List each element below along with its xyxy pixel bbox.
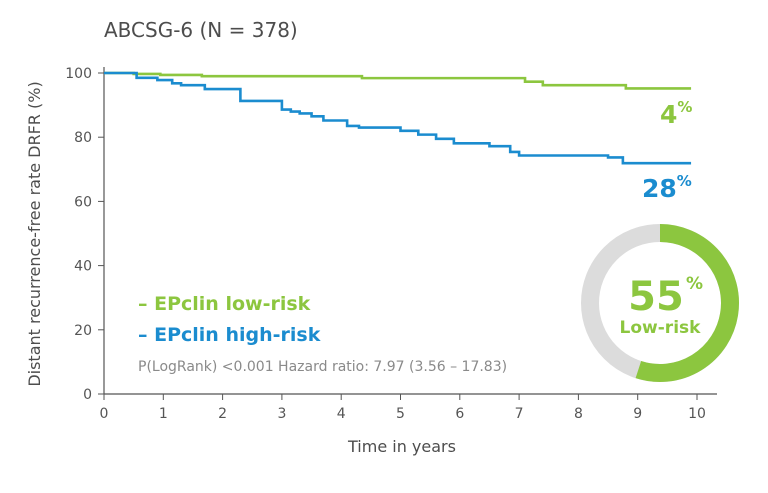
donut-label: Low-risk: [620, 318, 702, 338]
legend-item-low-risk: – EPclin low-risk: [138, 293, 311, 315]
x-tick-label: 1: [159, 406, 168, 422]
legend-item-high-risk: – EPclin high-risk: [138, 324, 321, 346]
x-tick-label: 3: [277, 406, 286, 422]
x-tick-label: 7: [515, 406, 524, 422]
y-tick-label: 100: [65, 66, 92, 82]
series-lines: [104, 71, 692, 165]
donut-value: 55: [628, 274, 684, 320]
y-tick-label: 80: [74, 130, 92, 146]
series-line-high-risk: [104, 71, 692, 165]
stats-annotation: P(LogRank) <0.001 Hazard ratio: 7.97 (3.…: [138, 359, 507, 375]
x-tick-label: 9: [633, 406, 642, 422]
legend: – EPclin low-risk – EPclin high-risk: [138, 293, 321, 346]
end-label-high-risk: 28%: [642, 172, 692, 203]
y-axis-label: Distant recurrence-free rate DRFR (%): [25, 81, 44, 386]
x-tick-label: 5: [396, 406, 405, 422]
x-tick-label: 2: [218, 406, 227, 422]
y-tick-label: 40: [74, 259, 92, 275]
donut-fill-arc: [635, 224, 739, 382]
x-tick-label: 10: [688, 406, 706, 422]
x-tick-label: 0: [100, 406, 109, 422]
x-tick-label: 8: [574, 406, 583, 422]
end-labels: 4% 28%: [642, 98, 692, 203]
x-tick-label: 4: [337, 406, 346, 422]
series-line-low-risk: [104, 71, 692, 90]
donut-unit: %: [686, 274, 703, 294]
y-tick-label: 20: [74, 323, 92, 339]
low-risk-donut: 55 % Low-risk: [581, 224, 739, 382]
x-tick-label: 6: [455, 406, 464, 422]
y-tick-label: 0: [83, 387, 92, 403]
chart-title: ABCSG-6 (N = 378): [104, 18, 298, 42]
x-axis-label: Time in years: [347, 437, 456, 456]
y-tick-label: 60: [74, 194, 92, 210]
end-label-low-risk: 4%: [660, 98, 692, 129]
